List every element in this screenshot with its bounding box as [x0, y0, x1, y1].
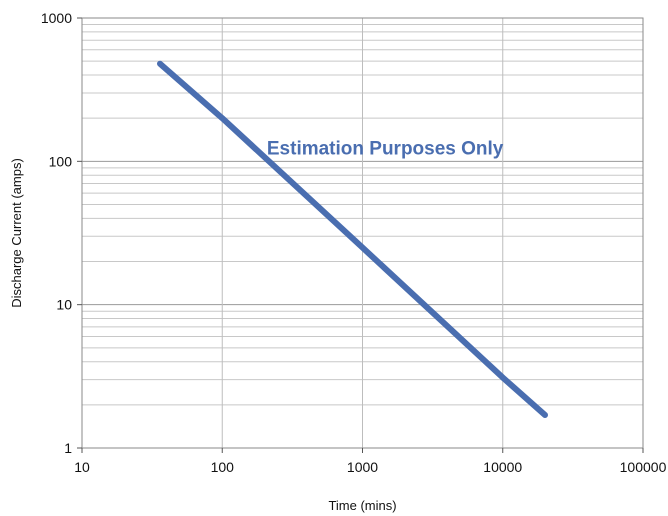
- y-tick-label: 1000: [41, 10, 72, 26]
- series-line: [157, 60, 548, 418]
- x-tick-label: 10000: [483, 459, 522, 475]
- major-gridlines: [81, 17, 644, 449]
- annotation-estimation: Estimation Purposes Only: [267, 138, 504, 159]
- x-tick-label: 100000: [620, 459, 667, 475]
- x-tick-label: 1000: [347, 459, 378, 475]
- x-tick-label: 100: [211, 459, 235, 475]
- x-tick-label: 10: [74, 459, 90, 475]
- y-axis-title: Discharge Current (amps): [9, 158, 24, 308]
- x-tick-labels: 10 100 1000 10000 100000: [74, 459, 666, 475]
- x-axis-title: Time (mins): [328, 498, 396, 513]
- y-tick-labels: 1 10 100 1000: [41, 10, 72, 456]
- axis-tick-marks: [77, 17, 644, 453]
- y-tick-label: 100: [49, 153, 73, 169]
- y-tick-label: 1: [64, 440, 72, 456]
- series-layer: [157, 60, 548, 418]
- y-tick-label: 10: [56, 297, 72, 313]
